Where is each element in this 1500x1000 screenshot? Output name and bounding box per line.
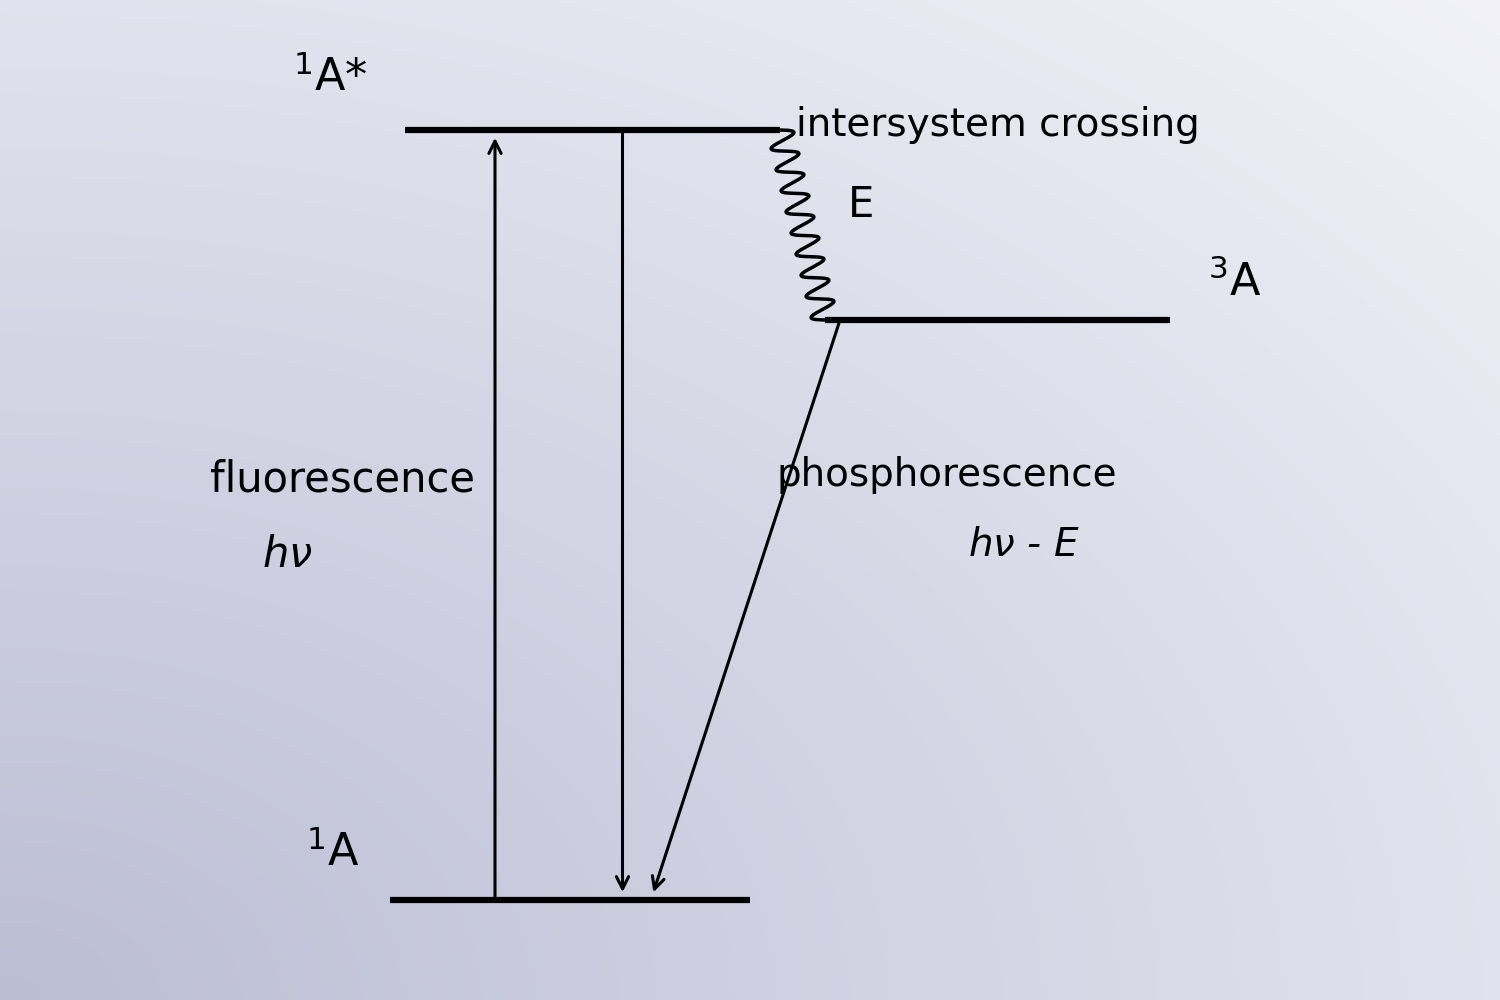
Text: $^3$A: $^3$A: [1208, 260, 1261, 305]
Text: $h\nu$: $h\nu$: [262, 534, 314, 576]
Text: $^1$A*: $^1$A*: [292, 56, 368, 100]
Text: $^1$A: $^1$A: [306, 831, 360, 875]
Text: fluorescence: fluorescence: [210, 459, 476, 501]
Text: $h\nu$ - E: $h\nu$ - E: [969, 526, 1080, 564]
Text: E: E: [847, 184, 874, 226]
Text: intersystem crossing: intersystem crossing: [796, 106, 1200, 144]
Text: phosphorescence: phosphorescence: [777, 456, 1118, 494]
